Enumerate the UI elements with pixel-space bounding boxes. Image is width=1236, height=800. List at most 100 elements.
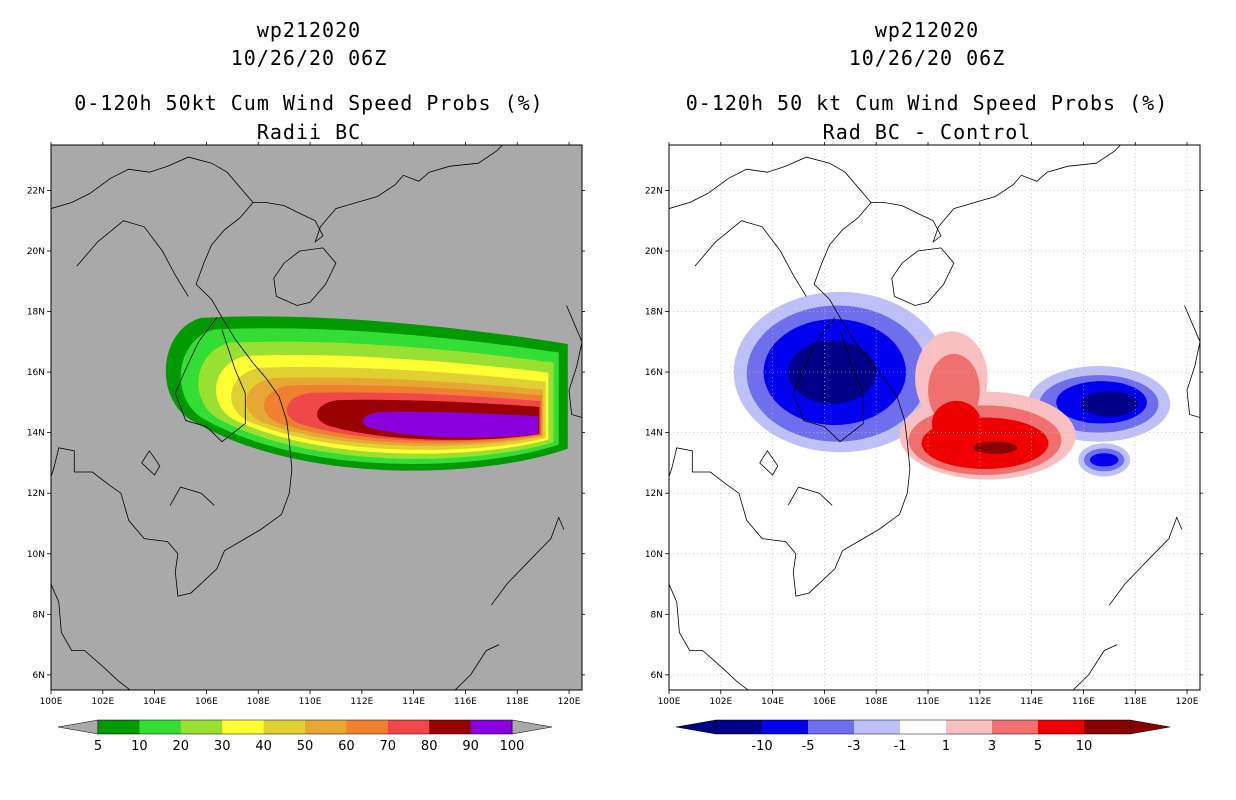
right-gridlines [669, 145, 1200, 690]
right-colorbar-swatch [1084, 720, 1131, 734]
right-colorbar-max-arrow [1129, 719, 1171, 735]
left-coastlines [51, 145, 582, 690]
right-colorbar-swatch [808, 720, 855, 734]
right-colorbar-label: 10 [1076, 739, 1093, 754]
left-colorbar-min-arrow [57, 719, 99, 735]
right-colorbar-swatch [716, 720, 763, 734]
right-colorbar: -10 -5 -3 -1 1 3 5 10 [675, 719, 1171, 754]
left-colorbar-label: 70 [380, 739, 397, 754]
right-colorbar-swatch [762, 720, 809, 734]
right-lat-tick-label: 8N [651, 610, 663, 620]
right-datetime: 10/26/20 06Z [848, 46, 1006, 70]
right-diff-contour [973, 441, 1018, 454]
left-subtitle: Radii BC [256, 120, 362, 144]
left-lat-tick-label: 8N [33, 610, 45, 620]
right-lon-tick-label: 104E [761, 697, 784, 707]
right-diff-contour [931, 400, 982, 447]
left-lat-tick-label: 6N [33, 671, 45, 681]
left-axes: 100E 102E 104E 106E 108E 110E 112E 114E 116E 118E… [27, 142, 585, 707]
left-lat-tick-label: 12N [27, 489, 45, 499]
left-lon-tick-label: 102E [91, 697, 114, 707]
left-colorbar-label: 50 [297, 739, 314, 754]
right-map: 100E 102E 104E 106E 108E 110E 112E 114E 116E 118E… [645, 142, 1203, 754]
left-storm-id: wp212020 [256, 18, 362, 42]
right-colorbar-label: 5 [1034, 739, 1042, 754]
left-colorbar-label: 80 [421, 739, 438, 754]
right-lon-tick-label: 114E [1020, 697, 1043, 707]
right-lat-tick-label: 20N [645, 247, 663, 257]
right-map-frame [668, 144, 1201, 691]
left-colorbar-swatch [387, 720, 430, 734]
right-colorbar-swatch [854, 720, 901, 734]
left-lon-tick-label: 116E [454, 697, 477, 707]
left-lon-tick-label: 114E [402, 697, 425, 707]
right-lon-tick-label: 120E [1176, 697, 1199, 707]
left-lat-tick-label: 20N [27, 247, 45, 257]
left-colorbar-swatch [222, 720, 264, 734]
left-colorbar-border [97, 719, 513, 735]
right-lon-tick-label: 102E [709, 697, 732, 707]
right-lon-tick-label: 112E [968, 697, 991, 707]
right-colorbar-border [715, 719, 1131, 735]
right-title: 0-120h 50 kt Cum Wind Speed Probs (%) [685, 91, 1169, 115]
left-lon-tick-label: 106E [195, 697, 218, 707]
right-colorbar-label: -1 [894, 739, 907, 754]
left-lat-tick-label: 14N [27, 429, 45, 439]
right-lon-tick-label: 108E [865, 697, 888, 707]
right-colorbar-label: 3 [988, 739, 996, 754]
left-lat-tick-label: 10N [27, 550, 45, 560]
left-map-frame [50, 144, 583, 691]
left-colorbar: 5 10 20 30 40 50 60 70 80 90 100 [57, 719, 553, 754]
right-colorbar-min-arrow [675, 719, 717, 735]
left-colorbar-label: 5 [94, 739, 102, 754]
right-lat-tick-label: 12N [645, 489, 663, 499]
left-colorbar-swatch [98, 720, 140, 734]
left-lon-tick-label: 110E [299, 697, 322, 707]
right-colorbar-label: 1 [942, 739, 950, 754]
right-lon-tick-label: 118E [1124, 697, 1147, 707]
right-colorbar-swatch [900, 720, 947, 734]
left-colorbar-max-arrow [511, 719, 553, 735]
left-lon-tick-label: 118E [506, 697, 529, 707]
right-lat-tick-label: 16N [645, 368, 663, 378]
left-lat-tick-label: 18N [27, 308, 45, 318]
left-lon-tick-label: 112E [350, 697, 373, 707]
right-diff-contour [1089, 453, 1119, 467]
right-colorbar-label: -10 [751, 739, 772, 754]
right-lat-tick-label: 6N [651, 671, 663, 681]
right-subtitle: Rad BC - Control [822, 120, 1032, 144]
left-lon-tick-label: 120E [558, 697, 581, 707]
left-colorbar-swatch [180, 720, 223, 734]
left-colorbar-swatch [470, 720, 513, 734]
right-lon-tick-label: 100E [658, 697, 681, 707]
left-lon-tick-label: 100E [40, 697, 63, 707]
left-colorbar-label: 40 [255, 739, 272, 754]
left-prob-band-90 [362, 411, 538, 438]
right-lon-tick-label: 116E [1072, 697, 1095, 707]
right-axes: 100E 102E 104E 106E 108E 110E 112E 114E 116E 118E… [645, 142, 1203, 707]
left-colorbar-swatch [305, 720, 347, 734]
left-map: 100E 102E 104E 106E 108E 110E 112E 114E 116E 118E… [27, 142, 585, 754]
right-lon-tick-label: 110E [917, 697, 940, 707]
left-colorbar-swatch [346, 720, 389, 734]
left-title: 0-120h 50kt Cum Wind Speed Probs (%) [74, 91, 544, 115]
left-lat-tick-label: 16N [27, 368, 45, 378]
left-colorbar-label: 30 [214, 739, 231, 754]
left-panel: wp212020 10/26/20 06Z 0-120h 50kt Cum Wi… [27, 18, 585, 754]
right-storm-id: wp212020 [874, 18, 980, 42]
left-colorbar-swatch [429, 720, 471, 734]
right-colorbar-label: -3 [848, 739, 861, 754]
right-colorbar-swatch [992, 720, 1039, 734]
left-lon-tick-label: 104E [143, 697, 166, 707]
right-coastlines [669, 145, 1200, 690]
left-colorbar-label: 60 [338, 739, 355, 754]
right-colorbar-swatch [946, 720, 993, 734]
left-colorbar-label: 10 [131, 739, 148, 754]
right-lat-tick-label: 18N [645, 308, 663, 318]
left-datetime: 10/26/20 06Z [230, 46, 388, 70]
right-diff-contour [1080, 391, 1138, 417]
left-colorbar-label: 20 [173, 739, 190, 754]
right-colorbar-label: -5 [802, 739, 815, 754]
left-colorbar-swatch [263, 720, 306, 734]
left-colorbar-label: 100 [500, 739, 525, 754]
